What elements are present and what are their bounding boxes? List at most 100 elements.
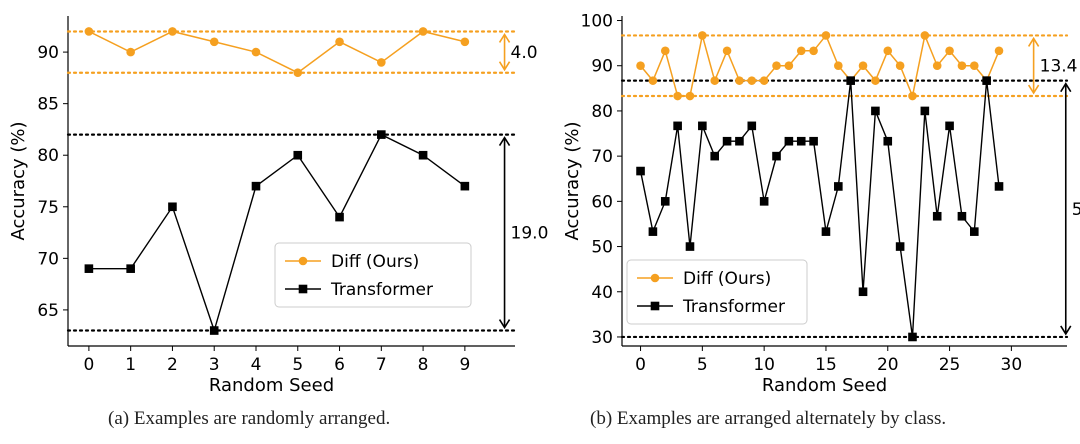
chart-b-ytick-label: 70 [591,147,613,167]
chart-b-transformer-point [759,197,769,206]
chart-b-transformer-point [821,227,831,236]
chart-a-ytick-label: 65 [37,301,59,321]
chart-b-transformer-point [698,121,707,131]
chart-b-diff-point [821,31,831,40]
chart-a-transformer-point [418,150,428,160]
chart-b-diff-point [945,46,954,56]
chart-a-transformer-point [126,264,135,273]
chart-a-span-arrowhead-top [498,32,511,43]
chart-b-transformer-point [871,106,880,116]
chart-a-diff-point [293,68,303,78]
chart-a-xtick-label: 5 [292,355,303,375]
chart-b-transformer-point [735,136,744,146]
chart-a-ytick-label: 70 [37,249,59,269]
chart-b-transformer-point [796,136,806,146]
chart-b-transformer-point [660,197,670,206]
chart-b-xtick-label: 30 [1001,355,1023,375]
chart-b-diff-point [710,76,720,85]
chart-b-ytick-label: 30 [591,328,613,348]
chart-b-span-arrowhead-bottom [1060,325,1072,336]
chart-b-diff-point [698,31,707,40]
chart-a-xtick-label: 7 [376,355,387,375]
chart-b-transformer-point [858,287,868,297]
chart-b-xtick-label: 15 [815,355,837,375]
caption-b: (b) Examples are arranged alternately by… [590,408,947,429]
chart-b-xtick-label: 20 [877,355,899,375]
chart-a-series-line [88,30,466,74]
chart-b-diff-point [648,76,658,85]
chart-b-diff-point [920,31,930,40]
chart-a-span-label: 19.0 [511,224,549,244]
chart-b-transformer-point [648,227,658,236]
chart-a-legend-marker [298,256,308,266]
chart-a-transformer-point [293,150,303,160]
chart-b-series-line [639,32,1000,99]
chart-b-diff-point [772,61,781,71]
chart-a-diff-point [209,37,219,47]
caption-a: (a) Examples are randomly arranged. [108,408,391,429]
chart-a-transformer-point [209,326,219,335]
chart-b-ylabel: Accuracy (%) [562,121,583,240]
chart-b-diff-point [932,61,942,71]
chart-a-xtick-label: 1 [125,355,136,375]
chart-a-diff-point [126,47,135,57]
chart-b-series-line [639,80,1000,338]
chart-b-span-label: 56.7 [1072,200,1080,220]
chart-b-span-label: 13.4 [1040,57,1078,77]
chart-b-diff-point [685,91,695,101]
chart-a-xtick-label: 3 [209,355,220,375]
chart-b-diff-point [858,61,868,71]
chart-b-transformer-point [685,242,695,251]
chart-a-span-label: 4.0 [511,43,538,63]
chart-a-ytick-label: 75 [37,198,59,218]
chart-b-transformer-point [636,166,645,176]
chart-b-transformer-point [982,76,991,85]
chart-a-diff-point [84,27,94,36]
chart-a-legend-label: Transformer [330,280,433,300]
chart-b-transformer-point [969,227,979,236]
chart-a-series-line [88,133,466,333]
chart-b-diff-point [908,91,917,101]
chart-a-diff-point [335,37,344,47]
chart-b-xtick-label: 25 [939,355,961,375]
chart-a-diff-point [377,58,386,67]
chart-a-xtick-label: 9 [459,355,470,375]
chart-b-diff-point [673,91,682,101]
chart-b-transformer-point [932,211,942,221]
chart-b-span-arrowhead-top [1027,36,1040,47]
chart-a-diff-point [251,47,261,57]
chart-a-span-arrowhead-bottom [498,319,511,330]
chart-b-ytick-label: 100 [581,12,613,32]
chart-a-ylabel: Accuracy (%) [8,121,29,240]
chart-b-xlabel: Random Seed [762,375,887,396]
chart-b-transformer-point [722,136,732,146]
chart-a-xtick-label: 4 [251,355,262,375]
chart-b-diff-point [796,46,806,56]
chart-b-diff-point [735,76,744,85]
chart-b-transformer-point [747,121,757,131]
chart-b-diff-point [834,61,843,71]
chart-b-legend-label: Transformer [682,297,785,317]
chart-b-transformer-point [673,121,682,131]
chart-b-diff-point [994,46,1004,56]
chart-b: 30 40 50 60 70 80 90 100 0 5 10 15 20 25 30 Random Seed… [562,12,1080,396]
chart-a-span-arrowhead-top [498,136,511,147]
chart-b-xtick-label: 0 [635,355,646,375]
chart-b-transformer-point [895,242,905,251]
chart-b-transformer-point [834,182,843,191]
chart-b-diff-point [809,46,818,56]
chart-b-transformer-point [908,332,917,342]
chart-b-diff-point [759,76,769,85]
chart-a-xtick-label: 2 [167,355,178,375]
chart-a-ytick-label: 80 [37,146,59,166]
chart-a-transformer-point [168,202,177,212]
chart-b-legend-marker [650,301,660,311]
chart-b-legend-label: Diff (Ours) [683,269,771,289]
chart-a-ytick-label: 85 [37,95,59,115]
chart-b-diff-point [636,61,645,71]
chart-b-ytick-label: 50 [591,238,613,258]
chart-a-transformer-point [84,264,94,273]
chart-b-legend-box [626,259,808,325]
chart-b-transformer-point [945,121,954,131]
